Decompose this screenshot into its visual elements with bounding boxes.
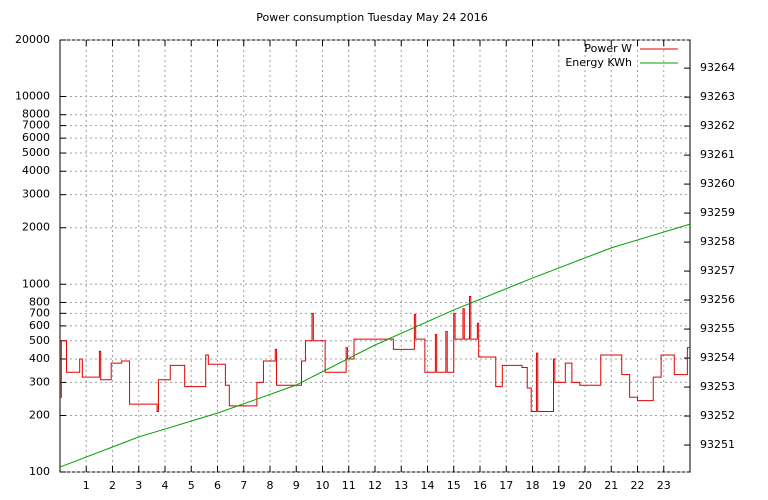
y-tick-label: 400 xyxy=(29,352,50,365)
y-tick-label: 6000 xyxy=(22,131,50,144)
x-tick-label: 10 xyxy=(316,479,330,492)
y-tick-label: 2000 xyxy=(22,221,50,234)
y2-tick-label: 93254 xyxy=(700,351,735,364)
x-tick-label: 13 xyxy=(394,479,408,492)
x-tick-label: 2 xyxy=(109,479,116,492)
x-tick-label: 20 xyxy=(578,479,592,492)
y2-tick-label: 93259 xyxy=(700,206,735,219)
y-tick-label: 3000 xyxy=(22,188,50,201)
x-tick-label: 15 xyxy=(447,479,461,492)
y2-tick-label: 93263 xyxy=(700,90,735,103)
chart-title: Power consumption Tuesday May 24 2016 xyxy=(256,11,487,24)
y2-tick-label: 93251 xyxy=(700,438,735,451)
x-tick-label: 8 xyxy=(267,479,274,492)
y2-tick-label: 93253 xyxy=(700,380,735,393)
x-tick-label: 19 xyxy=(552,479,566,492)
y2-tick-label: 93255 xyxy=(700,322,735,335)
y-tick-label: 100 xyxy=(29,465,50,478)
y2-tick-label: 93260 xyxy=(700,177,735,190)
y-tick-label: 600 xyxy=(29,319,50,332)
y-tick-label: 1000 xyxy=(22,277,50,290)
y2-tick-label: 93257 xyxy=(700,264,735,277)
x-tick-label: 17 xyxy=(499,479,513,492)
x-tick-label: 23 xyxy=(657,479,671,492)
y-tick-label: 5000 xyxy=(22,146,50,159)
data-line xyxy=(60,296,690,413)
x-tick-label: 9 xyxy=(293,479,300,492)
y-tick-label: 500 xyxy=(29,334,50,347)
y-tick-label: 10000 xyxy=(15,90,50,103)
y-tick-label: 7000 xyxy=(22,119,50,132)
y-tick-label: 300 xyxy=(29,375,50,388)
y2-tick-label: 93262 xyxy=(700,119,735,132)
x-tick-label: 1 xyxy=(83,479,90,492)
x-tick-label: 12 xyxy=(368,479,382,492)
x-tick-label: 3 xyxy=(135,479,142,492)
y2-tick-label: 93252 xyxy=(700,409,735,422)
x-tick-label: 18 xyxy=(526,479,540,492)
y-tick-label: 8000 xyxy=(22,108,50,121)
y2-tick-label: 93256 xyxy=(700,293,735,306)
legend-label: Energy KWh xyxy=(565,56,632,69)
y-tick-label: 800 xyxy=(29,295,50,308)
x-tick-label: 5 xyxy=(188,479,195,492)
x-tick-label: 16 xyxy=(473,479,487,492)
y-tick-label: 4000 xyxy=(22,164,50,177)
x-tick-label: 11 xyxy=(342,479,356,492)
y-tick-label: 200 xyxy=(29,408,50,421)
x-tick-label: 14 xyxy=(421,479,435,492)
y2-tick-label: 93261 xyxy=(700,148,735,161)
x-tick-label: 7 xyxy=(240,479,247,492)
x-tick-label: 4 xyxy=(162,479,169,492)
y2-tick-label: 93264 xyxy=(700,61,735,74)
y2-tick-label: 93258 xyxy=(700,235,735,248)
legend-label: Power W xyxy=(584,42,632,55)
x-tick-label: 21 xyxy=(604,479,618,492)
data-line xyxy=(59,223,691,468)
y-tick-label: 20000 xyxy=(15,33,50,46)
x-tick-label: 6 xyxy=(214,479,221,492)
y-tick-label: 700 xyxy=(29,306,50,319)
x-tick-label: 22 xyxy=(631,479,645,492)
